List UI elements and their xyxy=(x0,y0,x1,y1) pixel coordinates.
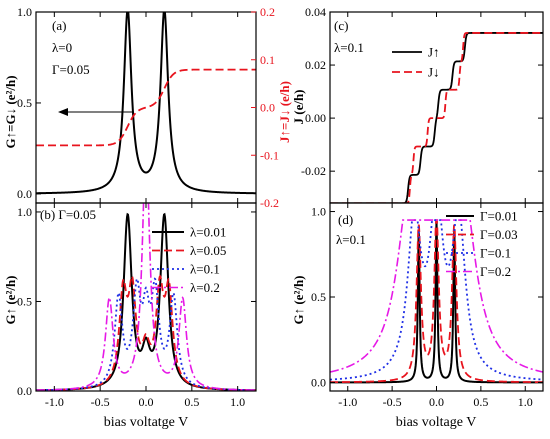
x-tick-label-b-2: 0.0 xyxy=(139,395,154,409)
x-tick-label-b-3: 0.5 xyxy=(184,395,199,409)
legend-label-b-2: λ=0.05 xyxy=(190,243,226,258)
legend-label-b-1: λ=0.01 xyxy=(190,225,226,240)
panel-b-lines xyxy=(36,203,256,391)
panel-d-ylabel: G↑ (e²/h) xyxy=(291,275,306,324)
series-b-1 xyxy=(36,212,256,391)
panel-b-legend: λ=0.01 λ=0.05 λ=0.1 λ=0.2 xyxy=(152,225,226,295)
panel-a-param-1: λ=0 xyxy=(52,40,72,55)
series-b-2 xyxy=(36,274,256,391)
y2-tick-label-a-4: 0.2 xyxy=(260,5,275,19)
y-tick-label-c-2: 0.02 xyxy=(305,58,326,72)
panel-a-lines xyxy=(36,12,256,195)
series-d-4 xyxy=(330,219,543,373)
panel-a-y2label: J↑=J↓ (e/h) xyxy=(277,81,292,143)
y-tick-label-c-0: -0.02 xyxy=(301,164,326,178)
panel-d: -1.0 -0.5 0.0 0.5 1.0 0.0 0.5 1.0 (d) λ=0.1 Γ=0… xyxy=(291,202,544,430)
y2-tick-label-a-0: -0.2 xyxy=(260,196,279,210)
series-a-2 xyxy=(36,68,256,147)
panel-a-ticks: 0.0 0.5 1.0 -0.2 -0.1 0.0 0.1 0.2 xyxy=(17,5,279,210)
panel-c-label: (c) xyxy=(334,18,348,33)
series-b-4 xyxy=(36,203,256,391)
panel-b-ticks: -1.0 -0.5 0.0 0.5 1.0 0.0 0.5 1.0 xyxy=(17,203,256,409)
x-tick-label-b-0: -1.0 xyxy=(45,395,64,409)
x-tick-label-b-1: -0.5 xyxy=(91,395,110,409)
panel-b-ylabel: G↑ (e²/h) xyxy=(3,275,18,324)
y-tick-label-d-0: 0.0 xyxy=(311,375,326,389)
y-tick-label-b-0: 0.0 xyxy=(17,384,32,398)
y-tick-label-b-2: 1.0 xyxy=(17,205,32,219)
series-c-1 xyxy=(330,32,543,203)
x-tick-label-d-0: -1.0 xyxy=(338,395,357,409)
legend-label-b-3: λ=0.1 xyxy=(190,262,220,277)
panel-c-param-1: λ=0.1 xyxy=(334,40,364,55)
y2-tick-label-a-2: 0.0 xyxy=(260,101,275,115)
panel-d-lines xyxy=(330,219,543,384)
x-tick-label-d-4: 1.0 xyxy=(518,395,533,409)
legend-label-c-2: J↓ xyxy=(428,65,440,80)
panel-b-label: (b) Γ=0.05 xyxy=(40,207,96,222)
arrow-annotation xyxy=(58,108,134,116)
y-tick-label-a-2: 1.0 xyxy=(17,5,32,19)
legend-label-d-4: Γ=0.2 xyxy=(480,264,511,279)
panel-d-param-1: λ=0.1 xyxy=(336,232,366,247)
x-tick-label-d-1: -0.5 xyxy=(383,395,402,409)
series-d-3 xyxy=(330,219,543,381)
legend-label-d-3: Γ=0.1 xyxy=(480,246,511,261)
y-tick-label-a-1: 0.5 xyxy=(17,96,32,110)
panel-a: 0.0 0.5 1.0 -0.2 -0.1 0.0 0.1 0.2 (a) λ=0 Γ=0.0… xyxy=(3,5,292,210)
legend-label-d-2: Γ=0.03 xyxy=(480,227,518,242)
panel-b: -1.0 -0.5 0.0 0.5 1.0 0.0 0.5 1.0 (b) Γ=0.05 λ=… xyxy=(3,202,257,430)
legend-label-c-1: J↑ xyxy=(428,45,440,60)
x-tick-label-b-4: 1.0 xyxy=(230,395,245,409)
panel-c-ticks: -0.02 0.00 0.02 0.04 xyxy=(301,5,543,203)
y-tick-label-a-0: 0.0 xyxy=(17,187,32,201)
panel-c-legend: J↑ J↓ xyxy=(392,45,440,80)
y-tick-label-c-3: 0.04 xyxy=(305,5,326,19)
panel-d-xlabel: bias voltage V xyxy=(396,415,477,430)
panel-c-lines xyxy=(330,32,543,203)
panel-b-xlabel: bias voltatge V xyxy=(104,415,189,430)
y2-tick-label-a-3: 0.1 xyxy=(260,53,275,67)
y-tick-label-d-1: 0.5 xyxy=(311,290,326,304)
x-tick-label-d-2: 0.0 xyxy=(429,395,444,409)
legend-label-b-4: λ=0.2 xyxy=(190,280,220,295)
x-tick-label-d-3: 0.5 xyxy=(473,395,488,409)
panel-a-ylabel: G↑=G↓ (e²/h) xyxy=(3,75,18,148)
legend-label-d-1: Γ=0.01 xyxy=(480,209,518,224)
y2-tick-label-a-1: -0.1 xyxy=(260,148,279,162)
panel-a-label: (a) xyxy=(52,18,66,33)
panel-d-legend: Γ=0.01 Γ=0.03 Γ=0.1 Γ=0.2 xyxy=(446,209,518,279)
panel-c: -0.02 0.00 0.02 0.04 (c) λ=0.1 J↑ J↓ J (e/h) xyxy=(291,5,544,204)
y-tick-label-c-1: 0.00 xyxy=(305,111,326,125)
panel-a-param-2: Γ=0.05 xyxy=(52,62,90,77)
y-tick-label-d-2: 1.0 xyxy=(311,205,326,219)
panel-d-label: (d) xyxy=(338,212,353,227)
panel-d-ticks: -1.0 -0.5 0.0 0.5 1.0 0.0 0.5 1.0 xyxy=(311,203,543,409)
series-a-1 xyxy=(36,12,256,195)
panel-c-ylabel: J (e/h) xyxy=(291,89,306,124)
y-tick-label-b-1: 0.5 xyxy=(17,294,32,308)
